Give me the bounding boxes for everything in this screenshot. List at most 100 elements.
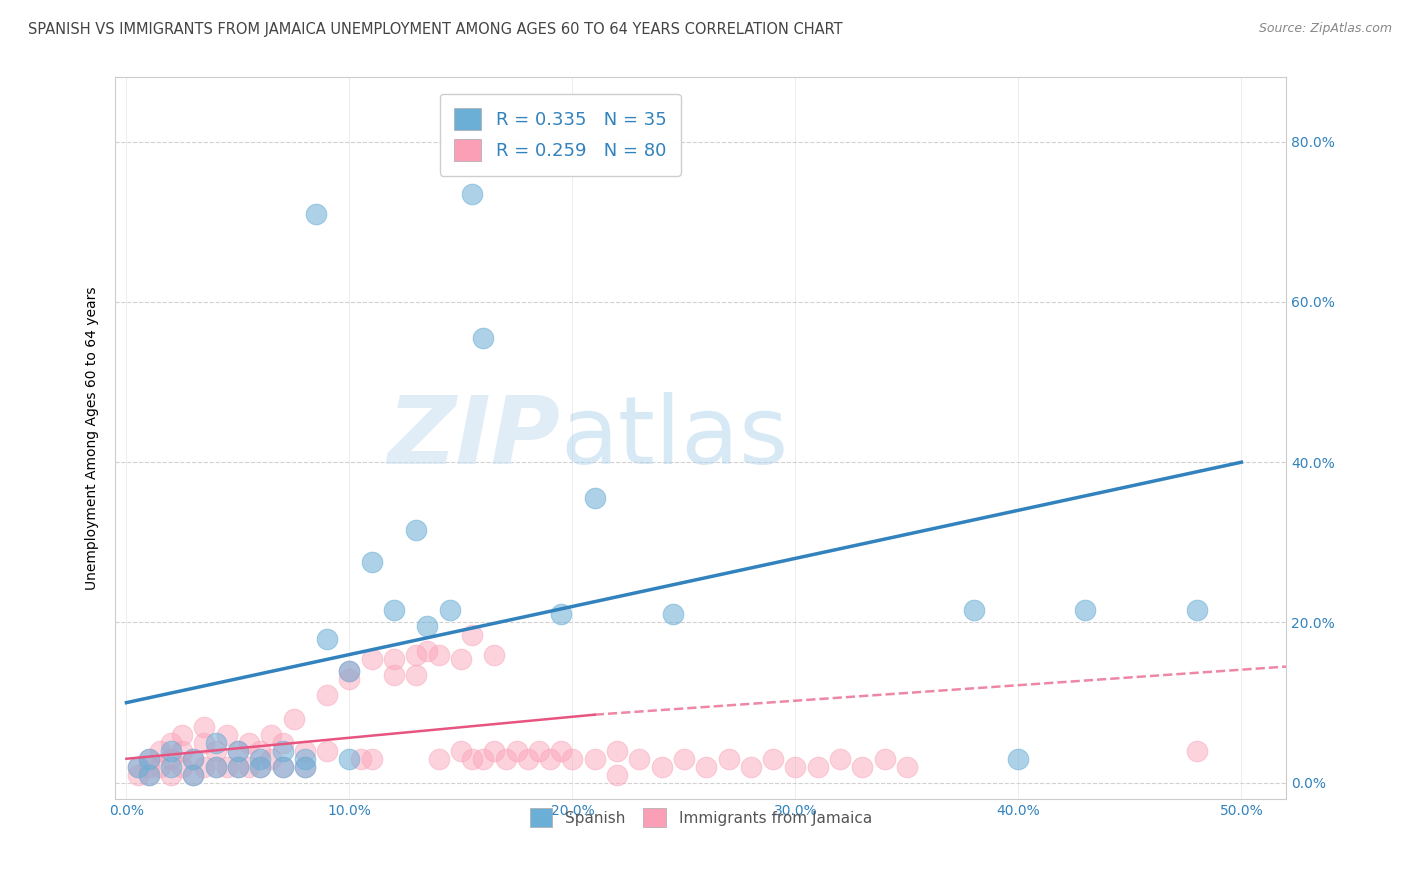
Point: [382, 651, 405, 665]
Point: [294, 760, 316, 774]
Y-axis label: Unemployment Among Ages 60 to 64 years: Unemployment Among Ages 60 to 64 years: [86, 286, 100, 590]
Point: [873, 752, 896, 766]
Point: [427, 648, 450, 662]
Point: [963, 603, 986, 617]
Point: [249, 760, 271, 774]
Point: [316, 744, 339, 758]
Point: [450, 651, 472, 665]
Legend: Spanish, Immigrants from Jamaica: Spanish, Immigrants from Jamaica: [522, 800, 879, 835]
Point: [1185, 744, 1208, 758]
Point: [472, 752, 495, 766]
Point: [672, 752, 695, 766]
Point: [249, 760, 271, 774]
Point: [360, 651, 382, 665]
Point: [204, 760, 226, 774]
Point: [550, 744, 572, 758]
Point: [851, 760, 873, 774]
Point: [271, 760, 294, 774]
Point: [807, 760, 830, 774]
Point: [127, 760, 149, 774]
Point: [204, 760, 226, 774]
Point: [651, 760, 673, 774]
Point: [172, 760, 194, 774]
Point: [484, 648, 506, 662]
Point: [896, 760, 918, 774]
Point: [260, 728, 283, 742]
Point: [226, 744, 249, 758]
Point: [160, 760, 183, 774]
Point: [226, 760, 249, 774]
Point: [339, 664, 361, 678]
Point: [495, 752, 517, 766]
Point: [127, 768, 149, 782]
Point: [283, 712, 305, 726]
Point: [138, 768, 160, 782]
Point: [472, 331, 495, 345]
Point: [606, 768, 628, 782]
Point: [405, 524, 427, 538]
Point: [339, 664, 361, 678]
Point: [260, 752, 283, 766]
Point: [349, 752, 371, 766]
Point: [215, 728, 238, 742]
Point: [461, 752, 484, 766]
Point: [1007, 752, 1029, 766]
Point: [160, 752, 183, 766]
Point: [1185, 603, 1208, 617]
Point: [238, 736, 260, 750]
Point: [294, 752, 316, 766]
Point: [416, 643, 439, 657]
Point: [339, 752, 361, 766]
Point: [538, 752, 561, 766]
Point: [628, 752, 651, 766]
Point: [461, 186, 484, 201]
Point: [305, 207, 328, 221]
Point: [382, 603, 405, 617]
Point: [316, 632, 339, 646]
Point: [1074, 603, 1097, 617]
Point: [172, 744, 194, 758]
Point: [181, 752, 204, 766]
Point: [360, 555, 382, 569]
Point: [527, 744, 550, 758]
Point: [138, 752, 160, 766]
Point: [160, 768, 183, 782]
Point: [138, 760, 160, 774]
Point: [828, 752, 851, 766]
Point: [215, 760, 238, 774]
Point: [717, 752, 740, 766]
Point: [516, 752, 538, 766]
Point: [160, 744, 183, 758]
Point: [505, 744, 527, 758]
Point: [416, 619, 439, 633]
Point: [360, 752, 382, 766]
Point: [484, 744, 506, 758]
Point: [149, 744, 172, 758]
Point: [316, 688, 339, 702]
Point: [583, 491, 606, 506]
Point: [583, 752, 606, 766]
Text: atlas: atlas: [560, 392, 789, 484]
Point: [127, 760, 149, 774]
Point: [271, 736, 294, 750]
Point: [226, 744, 249, 758]
Point: [160, 736, 183, 750]
Text: ZIP: ZIP: [387, 392, 560, 484]
Point: [204, 744, 226, 758]
Point: [450, 744, 472, 758]
Point: [382, 667, 405, 681]
Point: [339, 672, 361, 686]
Text: Source: ZipAtlas.com: Source: ZipAtlas.com: [1258, 22, 1392, 36]
Point: [271, 744, 294, 758]
Point: [439, 603, 461, 617]
Point: [193, 736, 215, 750]
Point: [149, 760, 172, 774]
Point: [762, 752, 785, 766]
Point: [249, 752, 271, 766]
Point: [181, 768, 204, 782]
Point: [193, 720, 215, 734]
Point: [172, 728, 194, 742]
Point: [294, 744, 316, 758]
Point: [181, 752, 204, 766]
Point: [238, 760, 260, 774]
